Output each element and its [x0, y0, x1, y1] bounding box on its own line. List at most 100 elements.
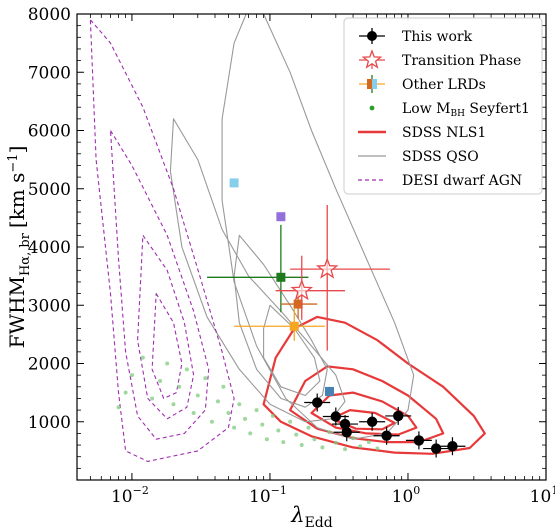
contour-1-level-0 [221, 14, 415, 440]
y-tick-label-1: 2000 [28, 355, 71, 375]
seyfert-point-27 [288, 419, 293, 424]
y-tick-label-4: 5000 [28, 180, 71, 200]
y-axis-title-unit: [km s [5, 173, 29, 229]
lrd-point-0 [229, 178, 239, 188]
y-tick-label-3: 4000 [28, 238, 71, 258]
y-tick-label-5: 6000 [28, 122, 71, 142]
seyfert-point-34 [333, 440, 338, 445]
lrd-point-4 [289, 321, 299, 331]
y-tick-label-6: 7000 [28, 63, 71, 83]
legend-entry-1: Transition Phase [359, 49, 521, 69]
seyfert-point-8 [177, 384, 182, 389]
legend-entry-0-label: This work [402, 29, 473, 45]
lrd-point-3 [293, 299, 303, 309]
seyfert-point-22 [260, 422, 265, 427]
transition-point-0 [315, 257, 339, 279]
x-tick-label-exp-1: −1 [271, 484, 287, 497]
seyfert-point-7 [171, 402, 176, 407]
seyfert-point-14 [215, 399, 220, 404]
legend: This work Transition Phase Other LRDs Low M… [343, 17, 543, 195]
seyfert-point-39 [375, 446, 380, 451]
x-tick-label-2: 100 [392, 484, 421, 507]
legend-entry-5-label-main: SDSS QSO [402, 149, 479, 165]
legend-entry-1-label: Transition Phase [402, 53, 521, 69]
seyfert-point-3 [140, 355, 145, 360]
this-work-point-1 [330, 411, 342, 422]
seyfert-point-25 [276, 428, 281, 433]
legend-entry-1-handle [361, 49, 383, 69]
seyfert-point-33 [327, 430, 332, 435]
contour-2-level-0 [89, 19, 235, 462]
seyfert-point-31 [312, 437, 317, 442]
legend-entry-5: SDSS QSO [358, 149, 479, 165]
axis-ticks: 10−2 10−1 100 10110002000300040005000600070… [28, 5, 555, 507]
seyfert-point-13 [209, 419, 214, 424]
legend-entry-2: Other LRDs [359, 75, 486, 93]
x-axis-title-main: λ [290, 503, 304, 527]
seyfert-point-21 [254, 408, 259, 413]
lrd-point-5 [324, 386, 334, 396]
legend-entry-3-handle [369, 105, 375, 111]
y-axis-title-unit-close: ] [5, 146, 29, 154]
seyfert-point-23 [264, 437, 269, 442]
x-axis-title-sub: Edd [305, 515, 333, 530]
legend-entry-4: SDSS NLS1 [358, 125, 486, 141]
lrd-point-1 [276, 212, 286, 222]
data-point-layer [116, 178, 466, 458]
seyfert-point-5 [158, 378, 163, 383]
seyfert-point-11 [195, 393, 200, 398]
seyfert-point-17 [232, 425, 237, 430]
seyfert-point-15 [221, 384, 226, 389]
seyfert-point-2 [129, 373, 134, 378]
x-tick-label-exp-2: 0 [413, 484, 420, 497]
x-tick-label-base-0: 10 [111, 487, 133, 507]
legend-entry-4-label-main: SDSS NLS1 [402, 125, 486, 141]
this-work-point-7 [413, 435, 425, 446]
legend-entry-1-label-main: Transition Phase [402, 53, 521, 69]
seyfert-point-10 [191, 411, 196, 416]
seyfert-point-37 [358, 444, 363, 449]
legend-entry-2-label: Other LRDs [402, 77, 486, 93]
y-tick-label-7: 8000 [28, 5, 71, 25]
contour-2-level-2 [137, 234, 195, 420]
legend-entry-0-handle [367, 31, 377, 41]
legend-entry-5-label: SDSS QSO [402, 149, 479, 165]
legend-entry-6-label-main: DESI dwarf AGN [402, 173, 522, 189]
x-tick-label-exp-0: −2 [133, 484, 149, 497]
legend-entry-3-label-rest: Seyfert1 [465, 101, 530, 117]
y-axis-title-main: FWHM [5, 276, 29, 348]
seyfert-point-12 [203, 376, 208, 381]
seyfert-point-36 [351, 436, 356, 441]
legend-entry-3: Low MBH Seyfert1 [369, 101, 530, 119]
seyfert-point-32 [320, 445, 325, 450]
contour-0-level-0 [262, 315, 486, 455]
x-axis-title: λEdd [290, 503, 332, 530]
seyfert-point-9 [184, 367, 189, 372]
seyfert-point-24 [270, 413, 275, 418]
seyfert-point-30 [306, 425, 311, 430]
contour-2-level-1 [109, 129, 210, 440]
contour-0-level-3 [330, 409, 396, 431]
seyfert-point-29 [299, 443, 304, 448]
seyfert-point-20 [248, 431, 253, 436]
x-tick-label-3: 101 [530, 484, 555, 507]
legend-entry-2-label-main: Other LRDs [402, 77, 486, 93]
legend-entry-3-label-sub: BH [451, 109, 466, 119]
seyfert-point-28 [294, 432, 299, 437]
transition-point-1 [290, 278, 314, 301]
x-tick-label-base-3: 10 [530, 487, 552, 507]
this-work-point-6 [393, 410, 404, 422]
y-axis-title: FWHMHα, br [km s−1] [5, 146, 33, 349]
lrd-point-2 [276, 272, 286, 282]
this-work-point-9 [447, 441, 458, 452]
seyfert-point-16 [226, 411, 231, 416]
y-tick-label-2: 3000 [28, 296, 71, 316]
seyfert-point-4 [150, 396, 155, 401]
legend-entry-6: DESI dwarf AGN [358, 173, 522, 189]
y-axis-title-unit-sup: −1 [6, 153, 21, 172]
seyfert-point-38 [366, 440, 371, 445]
x-tick-label-0: 10−2 [111, 484, 149, 507]
x-tick-label-1: 10−1 [249, 484, 287, 507]
x-tick-label-base-2: 10 [392, 487, 414, 507]
